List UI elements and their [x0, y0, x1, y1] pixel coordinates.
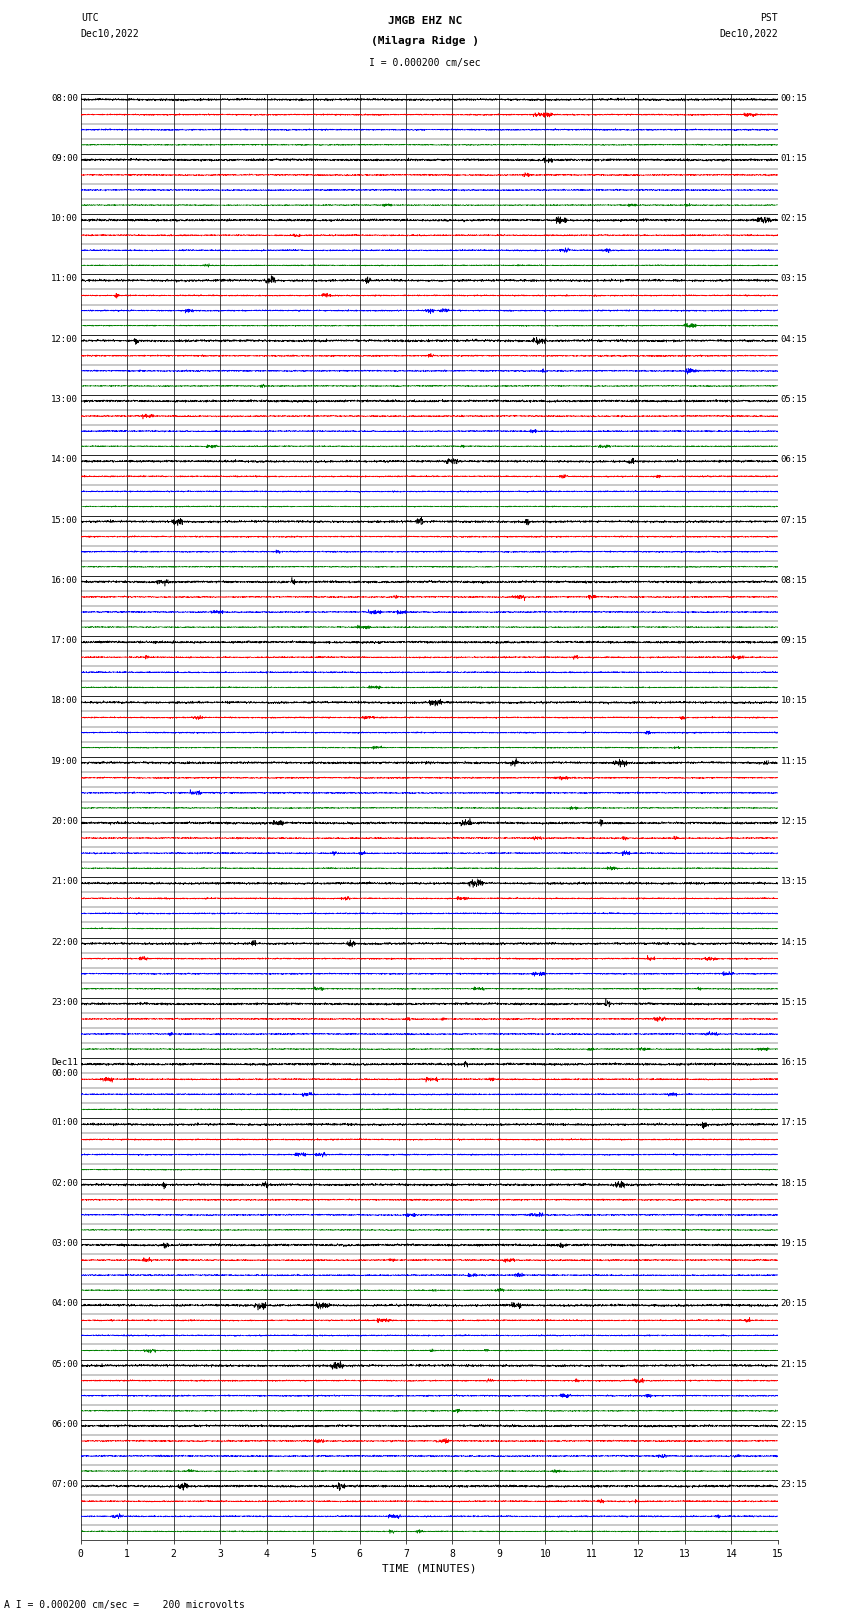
Text: 19:15: 19:15	[780, 1239, 808, 1248]
Text: 10:15: 10:15	[780, 697, 808, 705]
Text: 23:15: 23:15	[780, 1481, 808, 1489]
Text: 22:00: 22:00	[51, 937, 78, 947]
Text: 14:15: 14:15	[780, 937, 808, 947]
Text: 08:15: 08:15	[780, 576, 808, 586]
Text: 01:15: 01:15	[780, 153, 808, 163]
Text: UTC: UTC	[81, 13, 99, 23]
Text: 13:00: 13:00	[51, 395, 78, 403]
Text: 09:00: 09:00	[51, 153, 78, 163]
Text: A I = 0.000200 cm/sec =    200 microvolts: A I = 0.000200 cm/sec = 200 microvolts	[4, 1600, 245, 1610]
X-axis label: TIME (MINUTES): TIME (MINUTES)	[382, 1563, 477, 1574]
Text: 16:15: 16:15	[780, 1058, 808, 1068]
Text: (Milagra Ridge ): (Milagra Ridge )	[371, 35, 479, 45]
Text: Dec10,2022: Dec10,2022	[719, 29, 778, 39]
Text: 03:15: 03:15	[780, 274, 808, 284]
Text: 01:00: 01:00	[51, 1118, 78, 1127]
Text: JMGB EHZ NC: JMGB EHZ NC	[388, 16, 462, 26]
Text: 02:15: 02:15	[780, 215, 808, 223]
Text: 13:15: 13:15	[780, 877, 808, 886]
Text: 20:15: 20:15	[780, 1300, 808, 1308]
Text: 17:15: 17:15	[780, 1118, 808, 1127]
Text: 04:15: 04:15	[780, 336, 808, 344]
Text: 18:00: 18:00	[51, 697, 78, 705]
Text: 11:00: 11:00	[51, 274, 78, 284]
Text: PST: PST	[760, 13, 778, 23]
Text: Dec11
00:00: Dec11 00:00	[51, 1058, 78, 1077]
Text: 03:00: 03:00	[51, 1239, 78, 1248]
Text: 04:00: 04:00	[51, 1300, 78, 1308]
Text: 07:00: 07:00	[51, 1481, 78, 1489]
Text: 06:00: 06:00	[51, 1419, 78, 1429]
Text: 11:15: 11:15	[780, 756, 808, 766]
Text: 17:00: 17:00	[51, 636, 78, 645]
Text: 20:00: 20:00	[51, 818, 78, 826]
Text: 14:00: 14:00	[51, 455, 78, 465]
Text: 12:15: 12:15	[780, 818, 808, 826]
Text: 07:15: 07:15	[780, 516, 808, 524]
Text: 06:15: 06:15	[780, 455, 808, 465]
Text: 23:00: 23:00	[51, 998, 78, 1007]
Text: 15:00: 15:00	[51, 516, 78, 524]
Text: Dec10,2022: Dec10,2022	[81, 29, 139, 39]
Text: 12:00: 12:00	[51, 336, 78, 344]
Text: I = 0.000200 cm/sec: I = 0.000200 cm/sec	[369, 58, 481, 68]
Text: 02:00: 02:00	[51, 1179, 78, 1187]
Text: 21:00: 21:00	[51, 877, 78, 886]
Text: 09:15: 09:15	[780, 636, 808, 645]
Text: 10:00: 10:00	[51, 215, 78, 223]
Text: 00:15: 00:15	[780, 94, 808, 103]
Text: 05:15: 05:15	[780, 395, 808, 403]
Text: 08:00: 08:00	[51, 94, 78, 103]
Text: 22:15: 22:15	[780, 1419, 808, 1429]
Text: 16:00: 16:00	[51, 576, 78, 586]
Text: 15:15: 15:15	[780, 998, 808, 1007]
Text: 18:15: 18:15	[780, 1179, 808, 1187]
Text: 21:15: 21:15	[780, 1360, 808, 1368]
Text: 05:00: 05:00	[51, 1360, 78, 1368]
Text: 19:00: 19:00	[51, 756, 78, 766]
